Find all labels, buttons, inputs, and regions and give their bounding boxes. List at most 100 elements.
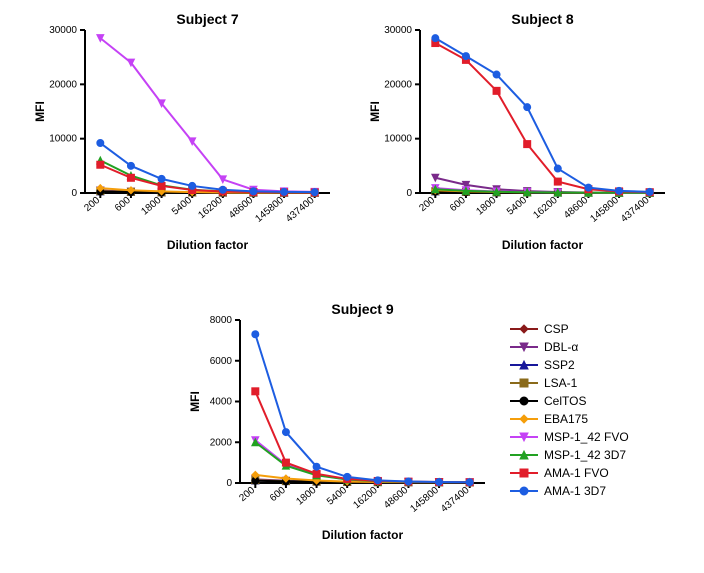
x-tick-label: 48600: [562, 195, 591, 222]
series-marker: [344, 473, 351, 480]
legend-item: LSA-1: [510, 374, 629, 392]
legend-swatch: [510, 338, 538, 356]
legend-swatch: [510, 428, 538, 446]
x-tick-label: 5400: [325, 485, 349, 508]
panel-subject-8: 0100002000030000200600180054001620048600…: [365, 10, 675, 255]
chart-svg: 0100002000030000200600180054001620048600…: [365, 10, 675, 255]
x-axis-label: Dilution factor: [167, 238, 249, 252]
series-marker: [282, 459, 289, 466]
legend-marker: [520, 397, 528, 405]
series-marker: [281, 188, 288, 195]
legend-label: CelTOS: [544, 392, 586, 410]
series-line: [435, 43, 649, 192]
y-tick-label: 20000: [49, 79, 77, 90]
x-tick-label: 437400: [439, 485, 472, 515]
series-marker: [493, 71, 500, 78]
series-marker: [524, 104, 531, 111]
series-marker: [405, 478, 412, 485]
x-tick-label: 5400: [170, 195, 194, 218]
x-tick-label: 16200: [531, 195, 560, 222]
series-marker: [158, 175, 165, 182]
y-tick-label: 30000: [384, 25, 412, 36]
y-tick-label: 6000: [210, 356, 233, 367]
panel-subject-9: 0200040006000800020060018005400162004860…: [185, 300, 495, 545]
y-tick-label: 0: [71, 188, 77, 199]
series-marker: [311, 189, 318, 196]
chart-svg: 0100002000030000200600180054001620048600…: [30, 10, 340, 255]
y-axis-label: MFI: [33, 101, 47, 122]
series-marker: [646, 188, 653, 195]
x-tick-label: 145800: [588, 195, 621, 225]
series-marker: [127, 162, 134, 169]
y-tick-label: 10000: [49, 134, 77, 145]
x-tick-label: 145800: [253, 195, 286, 225]
legend-label: AMA-1 3D7: [544, 482, 606, 500]
series-marker: [524, 141, 531, 148]
x-tick-label: 145800: [408, 485, 441, 515]
legend-marker: [520, 379, 528, 387]
x-tick-label: 437400: [619, 195, 652, 225]
legend-label: SSP2: [544, 356, 575, 374]
series-marker: [493, 87, 500, 94]
legend: CSPDBL-αSSP2LSA-1CelTOSEBA175MSP-1_42 FV…: [510, 320, 629, 500]
x-tick-label: 1800: [139, 195, 163, 218]
legend-item: CelTOS: [510, 392, 629, 410]
series-marker: [189, 182, 196, 189]
legend-swatch: [510, 320, 538, 338]
y-axis-label: MFI: [368, 101, 382, 122]
legend-item: CSP: [510, 320, 629, 338]
x-tick-label: 437400: [284, 195, 317, 225]
series-marker: [219, 186, 226, 193]
series-marker: [466, 479, 473, 486]
legend-item: MSP-1_42 FVO: [510, 428, 629, 446]
panel-title: Subject 8: [511, 11, 573, 27]
series-marker: [252, 331, 259, 338]
y-tick-label: 0: [226, 478, 232, 489]
legend-item: MSP-1_42 3D7: [510, 446, 629, 464]
legend-label: CSP: [544, 320, 569, 338]
series-marker: [432, 35, 439, 42]
series-marker: [127, 174, 134, 181]
legend-item: AMA-1 3D7: [510, 482, 629, 500]
legend-label: EBA175: [544, 410, 588, 428]
series-marker: [252, 388, 259, 395]
x-tick-label: 1800: [294, 485, 318, 508]
series-marker: [436, 478, 443, 485]
legend-label: MSP-1_42 FVO: [544, 428, 629, 446]
x-tick-label: 1800: [474, 195, 498, 218]
series-marker: [158, 182, 165, 189]
y-tick-label: 20000: [384, 79, 412, 90]
y-tick-label: 0: [406, 188, 412, 199]
legend-label: AMA-1 FVO: [544, 464, 609, 482]
y-tick-label: 2000: [210, 437, 233, 448]
x-axis-label: Dilution factor: [502, 238, 584, 252]
series-marker: [282, 429, 289, 436]
legend-item: SSP2: [510, 356, 629, 374]
y-tick-label: 4000: [210, 397, 233, 408]
series-marker: [585, 184, 592, 191]
y-tick-label: 10000: [384, 134, 412, 145]
series-marker: [313, 463, 320, 470]
y-tick-label: 8000: [210, 315, 233, 326]
legend-swatch: [510, 446, 538, 464]
series-marker: [97, 161, 104, 168]
series-marker: [374, 477, 381, 484]
series-marker: [97, 140, 104, 147]
series-marker: [554, 165, 561, 172]
x-axis-label: Dilution factor: [322, 528, 404, 542]
series-marker: [554, 178, 561, 185]
chart-svg: 0200040006000800020060018005400162004860…: [185, 300, 495, 545]
series-marker: [462, 53, 469, 60]
y-axis-label: MFI: [188, 391, 202, 412]
legend-marker: [520, 487, 528, 495]
legend-swatch: [510, 356, 538, 374]
figure: 0100002000030000200600180054001620048600…: [0, 0, 704, 573]
x-tick-label: 5400: [505, 195, 529, 218]
legend-swatch: [510, 464, 538, 482]
y-tick-label: 30000: [49, 25, 77, 36]
series-marker: [616, 187, 623, 194]
panel-title: Subject 9: [331, 301, 393, 317]
x-tick-label: 48600: [227, 195, 256, 222]
legend-item: EBA175: [510, 410, 629, 428]
panel-subject-7: 0100002000030000200600180054001620048600…: [30, 10, 340, 255]
